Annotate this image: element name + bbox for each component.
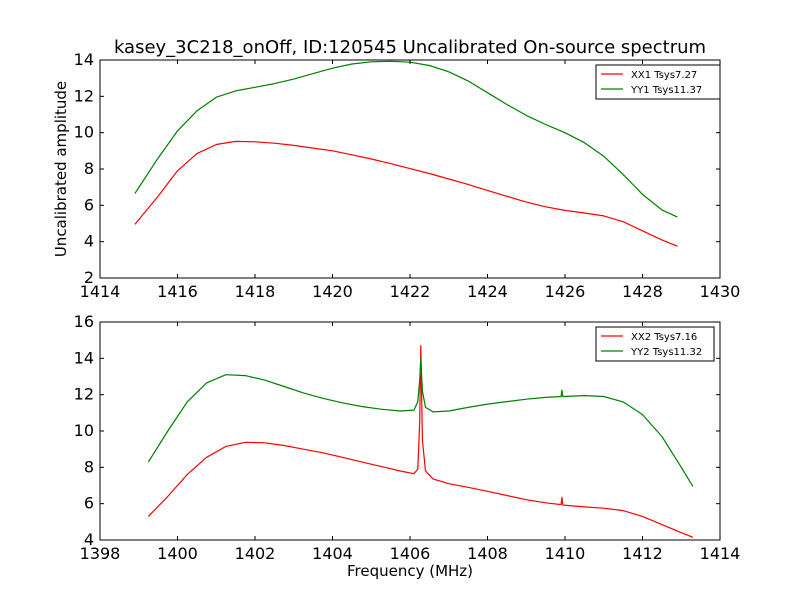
x-tick-label: 1404 [312,544,353,563]
legend-label: YY2 Tsys11.32 [630,347,702,358]
x-tick-label: 1416 [157,282,198,301]
x-tick-label: 1422 [390,282,431,301]
legend-label: XX2 Tsys7.16 [631,332,697,343]
series-line-2-1 [147,345,694,538]
y-tick-label: 12 [74,86,94,105]
y-tick-label: 14 [74,50,94,69]
y-axis-label: Uncalibrated amplitude [52,81,70,257]
series-line-1-1 [134,140,678,247]
y-tick-label: 14 [74,348,94,367]
series-line-2-2 [147,357,694,487]
x-tick-label: 1400 [157,544,198,563]
legend-label: XX1 Tsys7.27 [631,70,697,81]
y-tick-label: 6 [84,195,94,214]
y-tick-label: 10 [74,123,94,142]
x-tick-label: 1406 [390,544,431,563]
x-tick-label: 1398 [80,544,121,563]
y-tick-label: 4 [84,232,94,251]
x-tick-label: 1430 [700,282,741,301]
y-tick-label: 10 [74,421,94,440]
legend-box [595,326,715,362]
bottom-plot-panel: 1398 1400 1402 1404 1406 1408 1410 1412 14144681… [74,312,741,563]
legend: XX2 Tsys7.16 YY2 Tsys11.32 [595,326,715,362]
x-tick-label: 1424 [467,282,508,301]
y-tick-label: 8 [84,159,94,178]
y-tick-label: 2 [84,268,94,287]
legend-box [595,64,721,100]
x-tick-label: 1402 [235,544,276,563]
x-tick-label: 1414 [700,544,741,563]
y-tick-label: 4 [84,530,94,549]
y-tick-label: 8 [84,457,94,476]
y-tick-label: 16 [74,312,94,331]
legend-label: YY1 Tsys11.37 [630,85,702,96]
y-tick-label: 6 [84,494,94,513]
x-tick-label: 1414 [80,282,121,301]
legend: XX1 Tsys7.27 YY1 Tsys11.37 [595,64,721,100]
x-tick-label: 1426 [545,282,586,301]
x-tick-label: 1418 [235,282,276,301]
x-tick-label: 1428 [622,282,663,301]
x-tick-label: 1410 [545,544,586,563]
y-tick-label: 12 [74,385,94,404]
x-tick-label: 1408 [467,544,508,563]
x-tick-label: 1420 [312,282,353,301]
top-plot-panel: 1414 1416 1418 1420 1422 1424 1426 1428 1430 2 4 6 8… [74,50,741,301]
x-tick-label: 1412 [622,544,663,563]
chart-title: kasey_3C218_onOff, ID:120545 Uncalibrate… [114,37,706,58]
x-axis-label: Frequency (MHz) [347,562,473,580]
